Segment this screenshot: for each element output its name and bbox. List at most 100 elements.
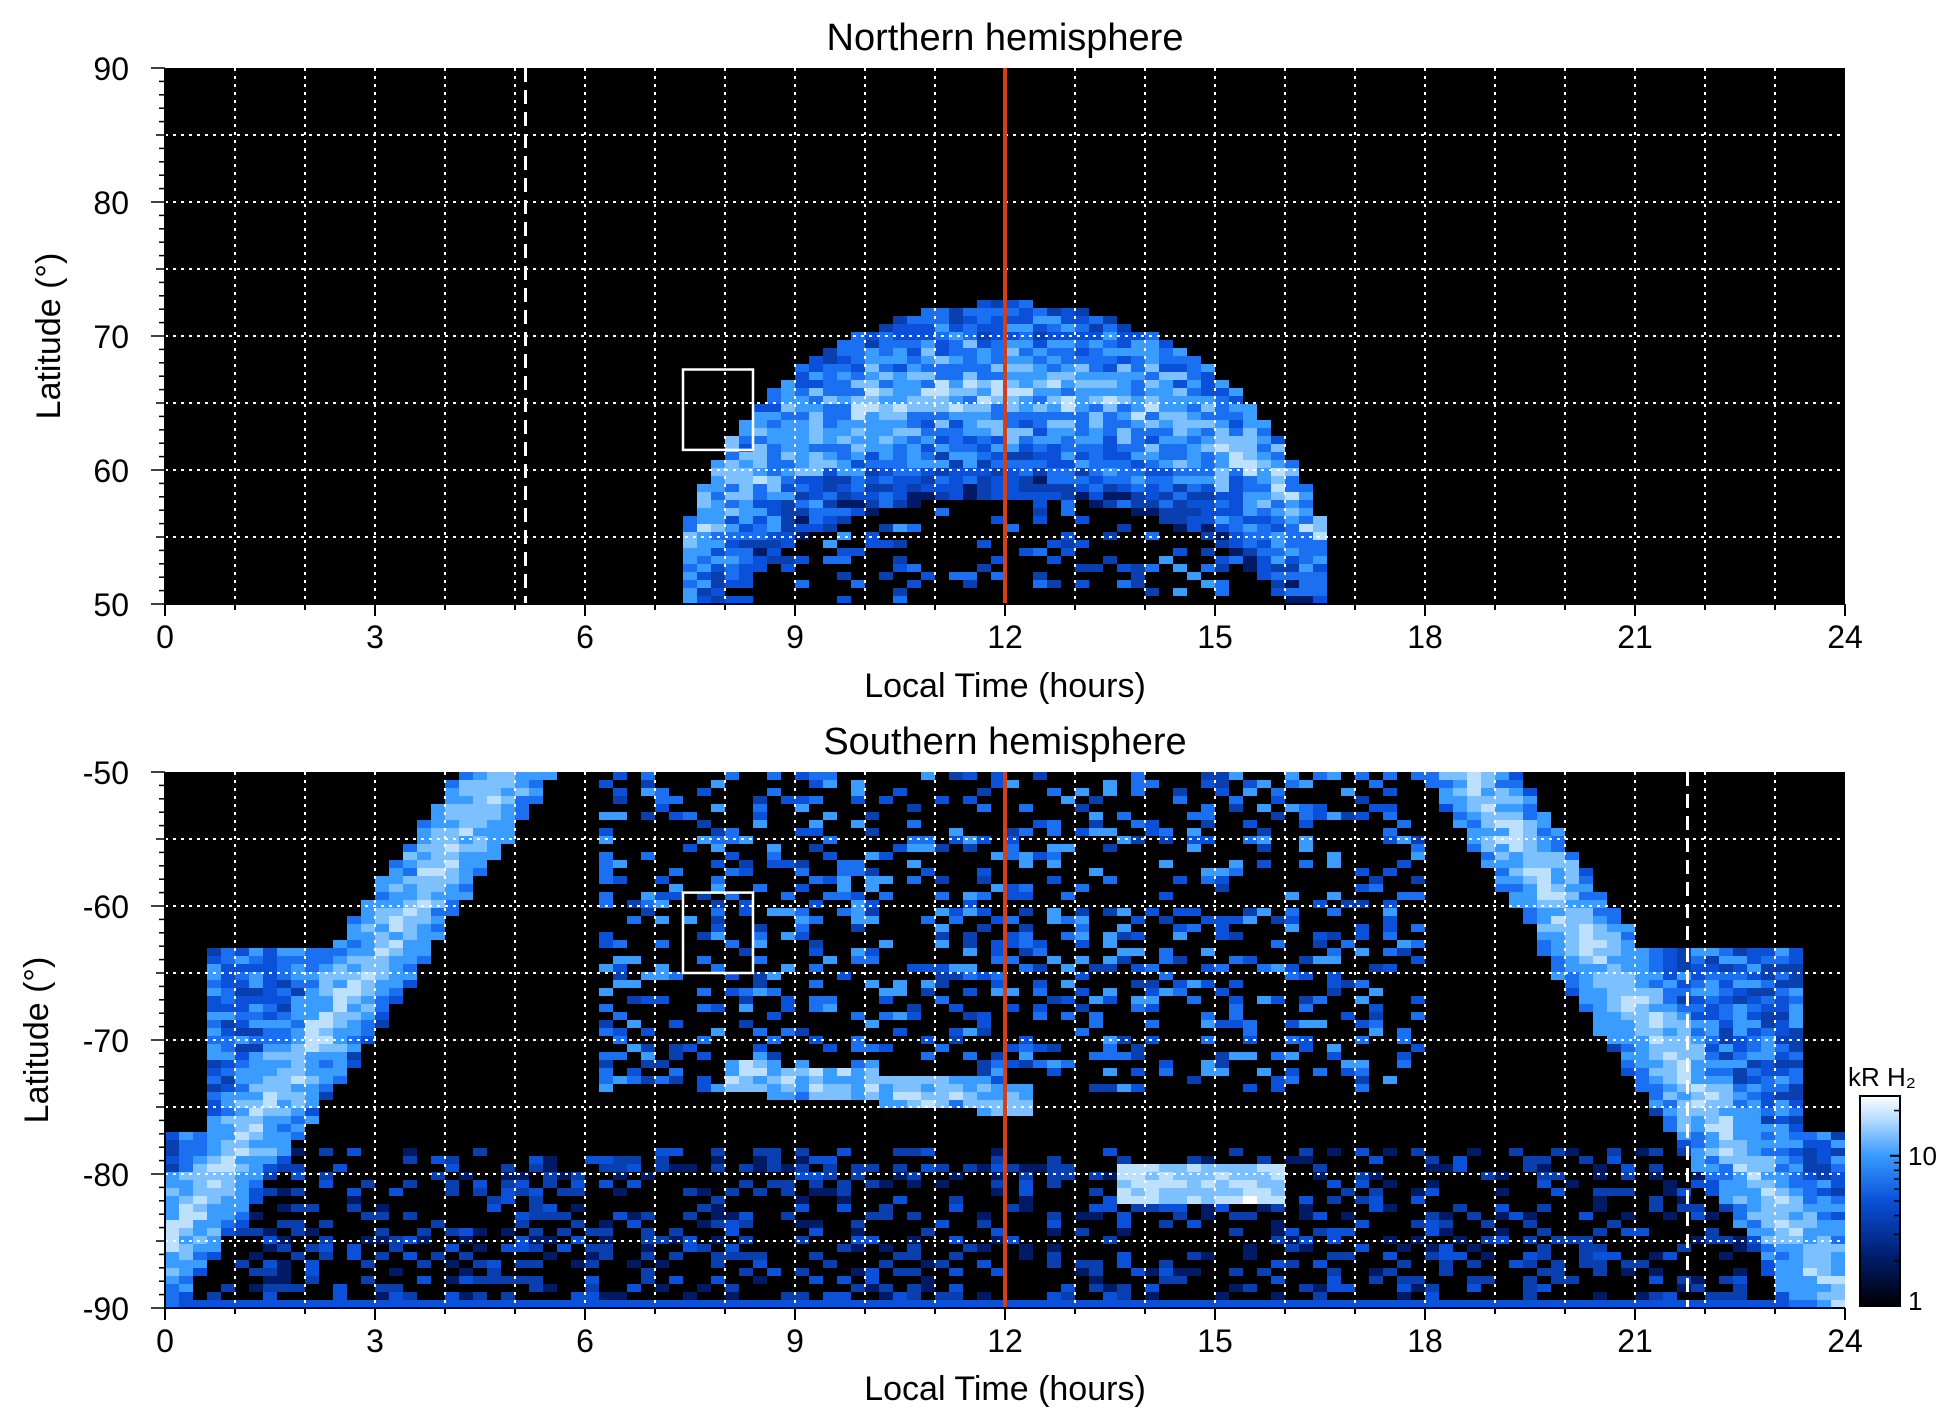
south-heat-cell: [1789, 1172, 1803, 1180]
south-heat-cell: [1467, 1300, 1481, 1308]
north-heat-cell: [1313, 580, 1327, 588]
north-heat-cell: [1075, 580, 1089, 588]
south-heat-cell: [1201, 1172, 1215, 1180]
south-heat-cell: [1355, 1180, 1369, 1188]
south-heat-cell: [1019, 1164, 1033, 1172]
south-heat-cell: [1593, 972, 1607, 980]
north-heat-cell: [1299, 532, 1313, 540]
north-heat-cell: [809, 516, 823, 524]
north-y-tick-label: 70: [93, 319, 129, 355]
north-heat-cell: [907, 500, 921, 508]
south-heat-cell: [1831, 1228, 1845, 1236]
north-heat-cell: [1243, 500, 1257, 508]
north-heat-cell: [809, 468, 823, 476]
north-heat-cell: [1033, 308, 1047, 316]
south-heat-cell: [963, 1052, 977, 1060]
south-heat-cell: [1831, 1188, 1845, 1196]
south-heat-cell: [1789, 1260, 1803, 1268]
south-heat-cell: [711, 780, 725, 788]
south-heat-cell: [1537, 1156, 1551, 1164]
south-heat-cell: [1789, 988, 1803, 996]
south-heat-cell: [949, 1092, 963, 1100]
north-x-tick-label: 15: [1197, 619, 1233, 655]
north-heat-cell: [977, 340, 991, 348]
south-heat-cell: [739, 1220, 753, 1228]
north-heat-cell: [991, 452, 1005, 460]
south-heat-cell: [1509, 788, 1523, 796]
south-heat-cell: [249, 1020, 263, 1028]
south-heat-cell: [1299, 780, 1313, 788]
south-heat-cell: [1747, 1100, 1761, 1108]
south-heat-cell: [1803, 1188, 1817, 1196]
south-heat-cell: [1047, 1172, 1061, 1180]
south-heat-cell: [1719, 1028, 1733, 1036]
south-heat-cell: [249, 1188, 263, 1196]
south-heat-cell: [305, 980, 319, 988]
south-heat-cell: [879, 1284, 893, 1292]
south-heat-cell: [907, 876, 921, 884]
south-heat-cell: [1117, 1036, 1131, 1044]
south-heat-cell: [991, 884, 1005, 892]
north-heat-cell: [1117, 396, 1131, 404]
south-heat-cell: [249, 1084, 263, 1092]
south-heat-cell: [1103, 1084, 1117, 1092]
north-heat-cell: [1047, 348, 1061, 356]
south-heat-cell: [795, 916, 809, 924]
south-heat-cell: [935, 1300, 949, 1308]
south-heat-cell: [627, 1284, 641, 1292]
north-heat-cell: [977, 428, 991, 436]
north-heat-cell: [1257, 500, 1271, 508]
south-heat-cell: [865, 884, 879, 892]
south-heat-cell: [277, 1028, 291, 1036]
south-heat-cell: [1257, 804, 1271, 812]
south-heat-cell: [179, 1148, 193, 1156]
north-heat-cell: [1299, 516, 1313, 524]
north-heat-cell: [1117, 580, 1131, 588]
south-heat-cell: [333, 1068, 347, 1076]
south-heat-cell: [235, 1172, 249, 1180]
south-heat-cell: [753, 924, 767, 932]
south-heat-cell: [907, 836, 921, 844]
south-heat-cell: [1355, 948, 1369, 956]
south-heat-cell: [333, 948, 347, 956]
south-heat-cell: [669, 1252, 683, 1260]
north-heat-cell: [1103, 492, 1117, 500]
south-heat-cell: [403, 940, 417, 948]
south-y-tick-label: -80: [83, 1157, 129, 1193]
south-heat-cell: [263, 1276, 277, 1284]
south-heat-cell: [1677, 1092, 1691, 1100]
south-heat-cell: [1593, 1300, 1607, 1308]
north-heat-cell: [851, 332, 865, 340]
south-heat-cell: [1775, 996, 1789, 1004]
south-heat-cell: [1383, 828, 1397, 836]
south-heat-cell: [655, 1164, 669, 1172]
south-heat-cell: [767, 844, 781, 852]
south-heat-cell: [837, 1292, 851, 1300]
south-heat-cell: [1453, 1300, 1467, 1308]
south-heat-cell: [865, 1084, 879, 1092]
north-heat-cell: [1033, 340, 1047, 348]
south-heat-cell: [1229, 1148, 1243, 1156]
south-heat-cell: [1257, 1068, 1271, 1076]
south-heat-cell: [1033, 940, 1047, 948]
south-heat-cell: [375, 964, 389, 972]
south-heat-cell: [907, 1004, 921, 1012]
north-heat-cell: [879, 324, 893, 332]
south-heat-cell: [1467, 772, 1481, 780]
north-heat-cell: [1215, 468, 1229, 476]
north-heat-cell: [1243, 460, 1257, 468]
south-heat-cell: [1201, 1188, 1215, 1196]
south-heat-cell: [557, 1188, 571, 1196]
south-heat-cell: [501, 1244, 515, 1252]
south-heat-cell: [249, 1028, 263, 1036]
north-heat-cell: [1159, 356, 1173, 364]
north-heat-cell: [977, 444, 991, 452]
south-heat-cell: [333, 988, 347, 996]
north-heat-cell: [1047, 356, 1061, 364]
south-heat-cell: [879, 876, 893, 884]
south-heat-cell: [1397, 1028, 1411, 1036]
south-y-tick-label: -70: [83, 1023, 129, 1059]
south-heat-cell: [739, 1236, 753, 1244]
south-heat-cell: [809, 900, 823, 908]
south-heat-cell: [599, 860, 613, 868]
